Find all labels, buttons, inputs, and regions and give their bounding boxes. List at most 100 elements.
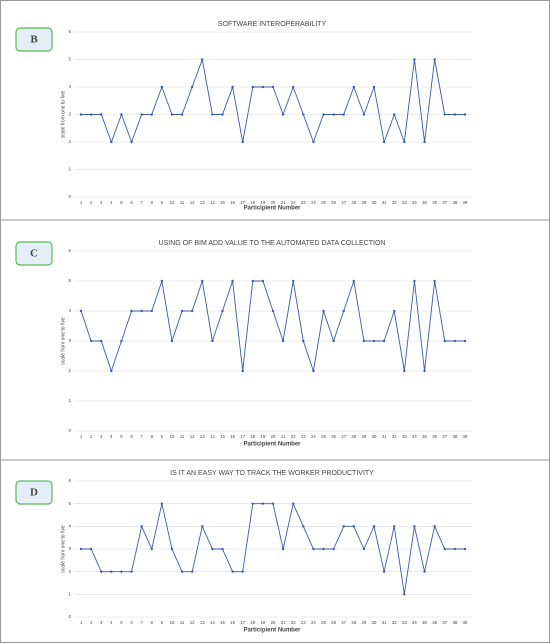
data-point [433,58,436,61]
data-point [231,570,234,573]
x-tick-label: 8 [151,200,154,205]
data-point [281,547,285,551]
x-tick-label: 36 [432,434,437,439]
x-tick-label: 22 [291,620,296,625]
x-tick-label: 10 [170,620,175,625]
data-point [241,140,244,144]
data-point [453,113,457,116]
data-point [241,369,244,373]
data-point [362,339,366,343]
x-tick-label: 23 [301,434,306,439]
data-point [180,570,184,573]
data-point [211,113,214,116]
data-point [443,113,446,116]
x-tick-label: 6 [130,434,133,439]
data-point [352,279,356,283]
data-point [89,113,93,116]
data-point [140,525,143,528]
data-point [423,570,426,573]
chart-title: IS IT AN EASY WAY TO TRACK THE WORKER PR… [170,470,374,477]
panel-label-box [15,480,53,505]
panel-label: C [30,248,38,260]
y-tick-label: 3 [68,112,71,117]
data-point [201,58,204,61]
x-tick-label: 1 [80,434,83,439]
data-point [292,85,295,89]
x-tick-label: 21 [281,200,286,205]
data-point [403,140,406,144]
x-tick-label: 37 [442,620,447,625]
data-point [342,309,345,313]
data-point [79,113,83,116]
x-tick-label: 20 [271,200,276,205]
x-tick-label: 13 [200,434,205,439]
x-tick-label: 21 [281,620,286,625]
data-point [251,502,254,505]
data-point [201,525,204,528]
data-point [413,525,416,528]
x-tick-label: 11 [180,200,185,205]
data-point [362,113,366,116]
x-tick-label: 12 [190,620,195,625]
data-point [403,593,406,596]
data-point [352,525,356,528]
data-point [271,309,275,313]
x-tick-label: 17 [240,434,245,439]
data-point [281,113,285,116]
x-tick-label: 34 [412,200,417,205]
data-point [261,279,265,283]
data-point [403,369,406,373]
x-tick-label: 30 [372,200,377,205]
data-point [312,547,315,551]
data-point [453,339,457,343]
data-point [160,85,164,89]
x-tick-label: 19 [261,200,266,205]
data-point [302,113,305,116]
data-point [251,85,254,89]
data-point [100,113,103,116]
data-point [382,339,386,343]
data-point [130,309,133,313]
x-tick-label: 16 [230,620,235,625]
x-tick-label: 5 [120,200,123,205]
x-tick-label: 33 [402,434,407,439]
y-tick-label: 0 [68,614,71,619]
x-tick-label: 31 [382,434,387,439]
data-point [382,570,386,573]
x-tick-label: 5 [120,434,123,439]
data-point [140,309,143,313]
x-tick-label: 18 [250,200,255,205]
x-tick-label: 27 [341,200,346,205]
data-point [292,279,295,283]
data-point [332,113,335,116]
data-point [463,113,467,116]
data-point [443,547,446,551]
y-tick-label: 0 [68,428,71,433]
x-tick-label: 38 [452,620,457,625]
data-point [89,339,93,343]
data-point [453,547,457,551]
x-tick-label: 19 [261,620,266,625]
x-tick-label: 25 [321,434,326,439]
x-tick-label: 9 [161,620,164,625]
data-point [160,279,164,283]
data-point [332,339,335,343]
chart-title: SOFTWARE INTEROPERABILITY [218,21,327,28]
y-tick-label: 6 [68,478,71,483]
x-tick-label: 2 [90,200,93,205]
x-tick-label: 32 [392,200,397,205]
data-point [241,570,244,573]
data-point [362,547,366,551]
x-tick-label: 4 [110,434,113,439]
x-tick-label: 35 [422,620,427,625]
x-tick-label: 24 [311,620,316,625]
data-point [231,85,234,89]
data-point [150,309,153,313]
data-point [79,547,83,551]
data-point [413,279,416,283]
x-tick-label: 30 [372,434,377,439]
y-tick-label: 5 [68,57,71,62]
data-point [150,547,153,551]
data-point [372,525,376,528]
